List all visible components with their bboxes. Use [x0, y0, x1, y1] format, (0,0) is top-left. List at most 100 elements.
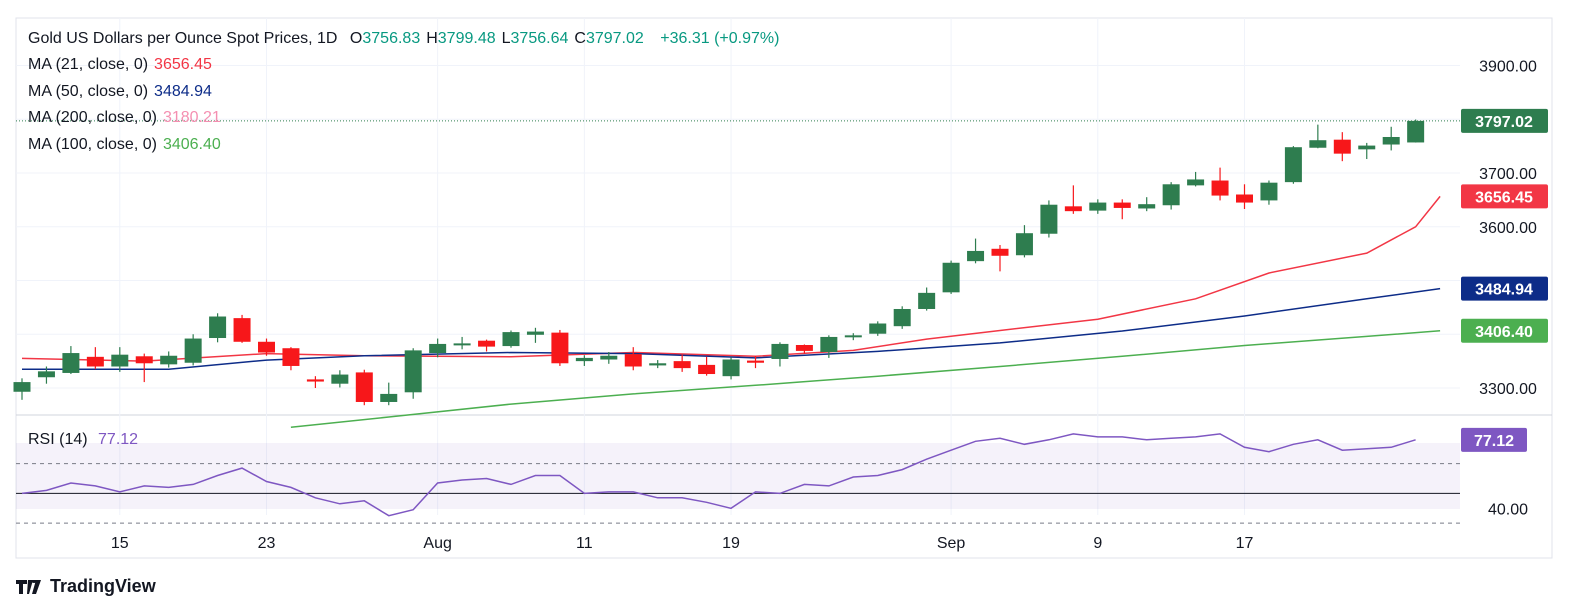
candle-body [795, 345, 813, 351]
rsi-tag [1461, 427, 1527, 452]
candle-body [673, 361, 691, 369]
legend-label: MA (50, close, 0) [28, 82, 149, 100]
candle-body [698, 364, 716, 375]
candle-body [1284, 147, 1302, 183]
candle-body [1064, 206, 1082, 212]
price-tag [1461, 108, 1548, 133]
candle-body [1089, 202, 1107, 211]
candle-body [282, 348, 300, 366]
legend-label: MA (200, close, 0) [28, 109, 157, 126]
candle-body [233, 318, 251, 342]
price-labels: 3797.02 3656.45 3484.94 3406.40 77.12 [1461, 108, 1548, 452]
price-tick: 3600.00 [1479, 220, 1537, 237]
candle-body [893, 308, 911, 327]
rsi-tag-text: 77.12 [1474, 433, 1514, 450]
price-tag [1461, 276, 1548, 301]
moving-averages [16, 120, 1460, 428]
candle-body [502, 332, 520, 347]
price-tag-text: 3484.94 [1475, 282, 1533, 299]
legend-item: MA (200, close, 0) 3180.21 [28, 109, 221, 127]
candle-body [1113, 202, 1131, 208]
candle-body [86, 356, 104, 367]
candle-body [258, 341, 275, 353]
time-label: 19 [722, 535, 740, 552]
tradingview-logo: TradingView [16, 576, 156, 597]
symbol-title: Gold US Dollars per Ounce Spot Prices, 1… [28, 30, 338, 47]
candle-body [722, 359, 740, 377]
candle-body [160, 355, 178, 365]
chart-frame [15, 17, 1553, 559]
ohlc-values: O3756.83 H3799.48 L3756.64 C3797.02 [350, 30, 650, 47]
candle-body [306, 379, 324, 382]
price-tag [1461, 184, 1548, 209]
candle-body [1309, 140, 1327, 148]
candle-body [967, 250, 985, 262]
rsi-value: 77.12 [98, 431, 139, 448]
ohlc-l: L3756.64 [501, 30, 569, 47]
time-label: Aug [423, 535, 451, 552]
candle-body [771, 343, 789, 359]
rsi-line [21, 433, 1416, 517]
header-line: Gold US Dollars per Ounce Spot Prices, 1… [28, 30, 779, 48]
rsi-legend: RSI (14) 77.12 [28, 431, 138, 449]
candle-body [1407, 120, 1425, 143]
candle-body [1236, 194, 1253, 203]
candle-body [478, 340, 496, 347]
time-label: 15 [111, 535, 129, 552]
candle-body [1382, 136, 1400, 145]
candle-body [62, 353, 80, 373]
candle-body [13, 382, 31, 392]
legend-value: 3406.40 [162, 135, 221, 153]
price-tag-text: 3656.45 [1475, 189, 1533, 206]
ma-line [21, 195, 1441, 362]
candle-body [551, 332, 569, 364]
price-tag-text: 3406.40 [1475, 324, 1533, 341]
rsi-levels [16, 463, 1460, 524]
candle-body [600, 355, 618, 360]
candle-body [869, 323, 887, 334]
candle-body [355, 372, 373, 402]
candle-body [453, 343, 471, 346]
candle-body [37, 371, 55, 378]
candle-body [1187, 179, 1205, 186]
candle-body [747, 360, 764, 363]
time-axis: 15 23 Aug 11 19 Sep 9 17 [111, 535, 1254, 552]
change-value: +36.31 (+0.97%) [660, 30, 780, 47]
price-tick: 3700.00 [1479, 166, 1537, 183]
candle-body [820, 336, 838, 352]
ma-line [290, 330, 1441, 428]
candle-body [1333, 139, 1351, 154]
candle-body [380, 393, 398, 402]
candle-body [649, 363, 667, 366]
candle-body [1138, 204, 1156, 209]
price-tag [1461, 318, 1548, 343]
candle-body [111, 354, 129, 367]
candle-body [1211, 180, 1229, 196]
candle-body [991, 248, 1009, 256]
ohlc-o: O3756.83 [349, 30, 421, 47]
candle-body [429, 343, 447, 354]
candle-body [1358, 145, 1376, 150]
candle-body [526, 331, 544, 335]
rsi-band [16, 443, 1460, 509]
candle-body [942, 262, 960, 293]
ohlc-c: C3797.02 [574, 30, 644, 47]
candle-body [844, 335, 862, 338]
price-tick: 3900.00 [1479, 59, 1537, 76]
candle-body [135, 356, 153, 364]
time-label: 17 [1236, 535, 1254, 552]
candle-body [1040, 204, 1058, 234]
time-label: 11 [576, 535, 593, 552]
candle-body [1015, 233, 1033, 256]
rsi-label: RSI (14) [28, 431, 88, 448]
grid-lines [15, 17, 1553, 559]
candle-body [404, 350, 422, 393]
candle-body [184, 338, 202, 363]
time-label: Sep [937, 535, 966, 552]
candles [13, 119, 1425, 406]
legend-item: MA (50, close, 0) 3484.94 [28, 83, 212, 101]
ohlc-h: H3799.48 [426, 30, 496, 47]
price-tick: 3300.00 [1479, 381, 1537, 398]
price-axis: 3900.00 3700.00 3600.00 3300.00 40.00 [1479, 59, 1537, 519]
